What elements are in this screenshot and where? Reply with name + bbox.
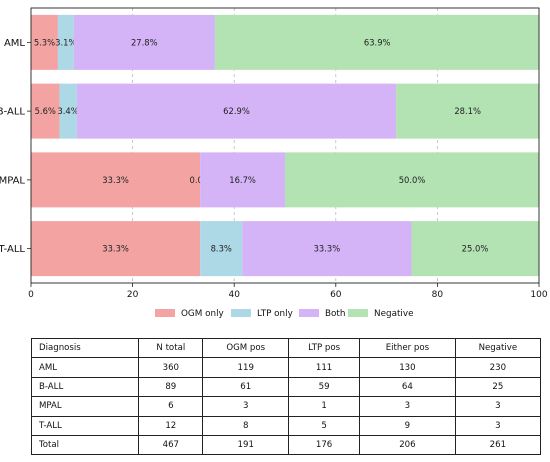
legend-item: OGM only (155, 309, 224, 319)
table-header-cell: OGM pos (202, 337, 290, 359)
data-label: 62.9% (223, 106, 250, 116)
legend-label: Negative (374, 309, 413, 319)
table-row: AML 360 119 111 130 230 (30, 357, 542, 378)
data-label: 3.1% (55, 37, 76, 47)
plot-frame (30, 7, 540, 284)
y-tick-label: MPAL (0, 175, 25, 186)
x-tick-label: 0 (28, 290, 34, 300)
table-row: Total 467 191 176 206 261 (30, 434, 542, 456)
bar-segment (73, 14, 215, 70)
legend-label: LTP only (257, 309, 293, 319)
bar-segment (59, 83, 77, 139)
bar-segment (242, 221, 412, 277)
table-cell: B-ALL (30, 376, 140, 398)
table-cell: 119 (202, 357, 290, 378)
legend-swatch (348, 309, 368, 317)
table-cell: 3 (202, 396, 290, 417)
table-row: MPAL 6 3 1 3 3 (30, 396, 542, 417)
table-row: T-ALL 12 8 5 9 3 (30, 415, 542, 436)
table-cell: 6 (138, 396, 204, 417)
bar-segment (57, 14, 74, 70)
legend-swatch (299, 309, 319, 317)
bar-segment (214, 14, 540, 70)
table-cell: 230 (454, 357, 542, 378)
table-header-cell: N total (138, 337, 204, 359)
data-label: 33.3% (314, 244, 341, 254)
data-label: 3.4% (57, 106, 78, 116)
stacked-bar-chart: 5.3% 3.1% 27.8% 63.9% AML 5.6% 3.4% 62.9% 28.1% B… (0, 7, 548, 319)
table-cell: 89 (138, 376, 204, 398)
table-cell: 261 (454, 434, 542, 456)
table-cell: 3 (359, 396, 456, 417)
bar-segment (76, 83, 397, 139)
x-tick-label: 80 (432, 290, 444, 300)
bar-segment (200, 152, 285, 208)
legend-item: Negative (348, 309, 413, 319)
table-cell: 111 (288, 357, 361, 378)
table-cell: 9 (359, 415, 456, 436)
table-header-cell: Negative (454, 337, 542, 359)
x-tick-label: 20 (127, 290, 139, 300)
legend-label: Both (325, 309, 345, 319)
data-label: 27.8% (131, 37, 158, 47)
y-tick-label: T-ALL (0, 244, 25, 255)
bar-segment (31, 83, 60, 139)
table-cell: 59 (288, 376, 361, 398)
bar-segment (396, 83, 539, 139)
table-cell: 25 (454, 376, 542, 398)
table-header-row: Diagnosis N total OGM pos LTP pos Either pos… (30, 337, 542, 359)
table-header-cell: LTP pos (288, 337, 361, 359)
data-label: 8.3% (211, 244, 232, 254)
bar-segment (31, 152, 201, 208)
table-cell: 5 (288, 415, 361, 436)
data-label: 50.0% (399, 175, 426, 185)
table-cell: Total (30, 434, 140, 456)
table-cell: 176 (288, 434, 361, 456)
bar-segment (31, 14, 58, 70)
data-label: 33.3% (102, 244, 129, 254)
legend-item: Both (299, 309, 345, 319)
data-label: 33.3% (102, 175, 129, 185)
legend-swatch (231, 309, 251, 317)
y-tick-label: AML (4, 38, 25, 49)
table-cell: 3 (454, 415, 542, 436)
data-label: 5.6% (35, 106, 56, 116)
bar-segment (285, 152, 539, 208)
table-row: B-ALL 89 61 59 64 25 (30, 376, 542, 398)
bar-segment (411, 221, 539, 277)
table-cell: 8 (202, 415, 290, 436)
table-header-cell: Diagnosis (30, 337, 140, 359)
table-cell: 130 (359, 357, 456, 378)
table-cell: AML (30, 357, 140, 378)
table-cell: 206 (359, 434, 456, 456)
table-cell: 467 (138, 434, 204, 456)
legend-item: LTP only (231, 309, 293, 319)
table-cell: 191 (202, 434, 290, 456)
x-tick-label: 60 (330, 290, 342, 300)
x-tick-label: 100 (530, 290, 547, 300)
legend-label: OGM only (181, 309, 224, 319)
table-cell: T-ALL (30, 415, 140, 436)
x-tick-label: 40 (228, 290, 240, 300)
legend-swatch (155, 309, 175, 317)
table-cell: 61 (202, 376, 290, 398)
table-cell: 360 (138, 357, 204, 378)
table-cell: MPAL (30, 396, 140, 417)
data-label: 28.1% (454, 106, 481, 116)
data-label: 63.9% (364, 37, 391, 47)
summary-table: Diagnosis N total OGM pos LTP pos Either pos… (30, 337, 542, 456)
y-tick-label: B-ALL (0, 107, 25, 118)
bar-segment (31, 221, 201, 277)
table-cell: 64 (359, 376, 456, 398)
bar-segment (200, 221, 243, 277)
table-cell: 12 (138, 415, 204, 436)
data-label: 5.3% (34, 37, 55, 47)
data-label: 16.7% (229, 175, 256, 185)
table-header-cell: Either pos (359, 337, 456, 359)
data-label: 25.0% (462, 244, 489, 254)
table-cell: 3 (454, 396, 542, 417)
table-cell: 1 (288, 396, 361, 417)
